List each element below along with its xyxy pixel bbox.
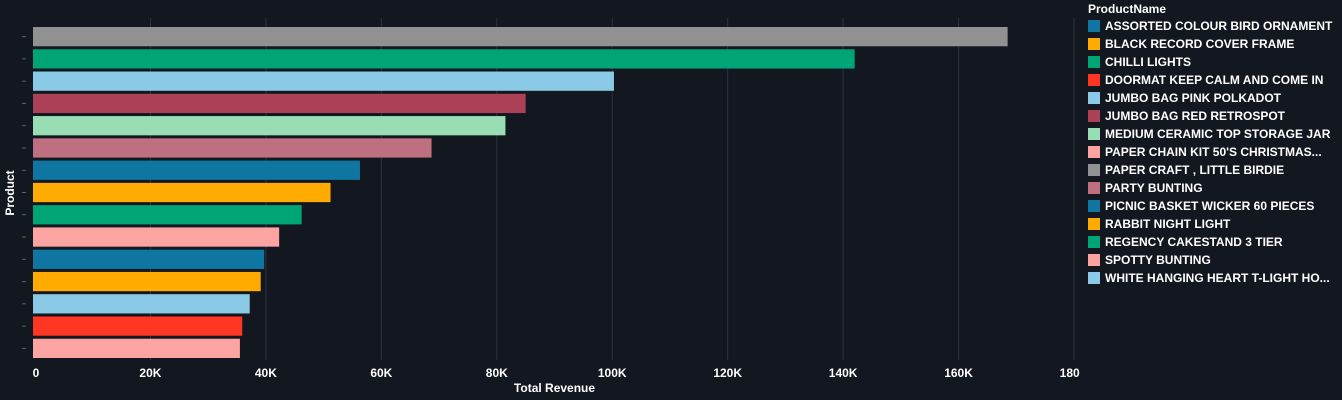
legend-swatch <box>1088 146 1100 158</box>
x-tick-label: 0 <box>33 366 40 380</box>
legend-label: PAPER CRAFT , LITTLE BIRDIE <box>1105 163 1285 177</box>
bar <box>33 160 360 180</box>
legend-swatch <box>1088 20 1100 32</box>
legend-label: CHILLI LIGHTS <box>1105 55 1191 69</box>
legend-swatch <box>1088 164 1100 176</box>
bar <box>33 71 614 91</box>
y-axis-title: Product <box>3 170 17 215</box>
legend-item[interactable]: DOORMAT KEEP CALM AND COME IN <box>1088 71 1338 89</box>
legend-swatch <box>1088 38 1100 50</box>
x-tick-label: 180K <box>1060 366 1080 380</box>
legend-title: ProductName <box>1088 2 1167 16</box>
legend-swatch <box>1088 272 1100 284</box>
legend-item[interactable]: CHILLI LIGHTS <box>1088 53 1338 71</box>
legend-swatch <box>1088 236 1100 248</box>
legend-label: RABBIT NIGHT LIGHT <box>1105 217 1231 231</box>
x-tick-label: 140K <box>829 366 858 380</box>
bar <box>33 205 302 225</box>
x-tick-label: 80K <box>486 366 508 380</box>
legend-label: PICNIC BASKET WICKER 60 PIECES <box>1105 199 1315 213</box>
legend-label: JUMBO BAG PINK POLKADOT <box>1105 91 1282 105</box>
legend-item[interactable]: BLACK RECORD COVER FRAME <box>1088 35 1338 53</box>
legend-swatch <box>1088 200 1100 212</box>
legend-label: BLACK RECORD COVER FRAME <box>1105 37 1295 51</box>
x-axis-tick-labels: 0 20K 40K 60K 80K 100K 120K 140K 160K 180K <box>33 366 1080 380</box>
legend-swatch <box>1088 92 1100 104</box>
chart-plot-area: 0 20K 40K 60K 80K 100K 120K 140K 160K 180K Total … <box>3 18 1080 395</box>
legend-label: REGENCY CAKESTAND 3 TIER <box>1105 235 1283 249</box>
legend: ProductName ASSORTED COLOUR BIRD ORNAMEN… <box>1088 0 1338 287</box>
legend-swatch <box>1088 110 1100 122</box>
legend-label: JUMBO BAG RED RETROSPOT <box>1105 109 1286 123</box>
bar <box>33 294 250 314</box>
x-tick-label: 20K <box>139 366 161 380</box>
x-tick-label: 120K <box>713 366 742 380</box>
legend-swatch <box>1088 218 1100 230</box>
x-tick-label: 100K <box>598 366 627 380</box>
x-tick-label: 40K <box>255 366 277 380</box>
bar <box>33 116 506 136</box>
legend-label: WHITE HANGING HEART T-LIGHT HO... <box>1105 271 1330 285</box>
legend-label: DOORMAT KEEP CALM AND COME IN <box>1105 73 1324 87</box>
x-axis-title: Total Revenue <box>514 381 595 395</box>
legend-item[interactable]: JUMBO BAG RED RETROSPOT <box>1088 107 1338 125</box>
legend-label: ASSORTED COLOUR BIRD ORNAMENT <box>1105 19 1333 33</box>
legend-item[interactable]: MEDIUM CERAMIC TOP STORAGE JAR <box>1088 125 1338 143</box>
legend-label: PARTY BUNTING <box>1105 181 1203 195</box>
bar <box>33 338 240 358</box>
legend-item[interactable]: PARTY BUNTING <box>1088 179 1338 197</box>
legend-item[interactable]: RABBIT NIGHT LIGHT <box>1088 215 1338 233</box>
legend-swatch <box>1088 56 1100 68</box>
legend-item[interactable]: WHITE HANGING HEART T-LIGHT HO... <box>1088 269 1338 287</box>
legend-item[interactable]: PAPER CHAIN KIT 50'S CHRISTMAS... <box>1088 143 1338 161</box>
legend-item[interactable]: JUMBO BAG PINK POLKADOT <box>1088 89 1338 107</box>
x-tick-label: 60K <box>370 366 392 380</box>
legend-item[interactable]: PAPER CRAFT , LITTLE BIRDIE <box>1088 161 1338 179</box>
bar <box>33 93 526 114</box>
bar <box>33 27 1008 47</box>
x-tick-label: 160K <box>944 366 973 380</box>
y-axis-ticks <box>22 36 26 349</box>
bar <box>33 182 331 203</box>
legend-swatch <box>1088 128 1100 140</box>
legend-swatch <box>1088 182 1100 194</box>
legend-swatch <box>1088 254 1100 266</box>
bar <box>33 271 261 292</box>
bars <box>33 27 1008 358</box>
legend-label: PAPER CHAIN KIT 50'S CHRISTMAS... <box>1105 145 1322 159</box>
legend-label: MEDIUM CERAMIC TOP STORAGE JAR <box>1105 127 1331 141</box>
legend-item[interactable]: ASSORTED COLOUR BIRD ORNAMENT <box>1088 17 1338 35</box>
bar <box>33 138 432 158</box>
bar <box>33 316 243 336</box>
legend-swatch <box>1088 74 1100 86</box>
bar <box>33 227 280 247</box>
legend-items: ASSORTED COLOUR BIRD ORNAMENT BLACK RECOR… <box>1088 17 1338 287</box>
legend-item[interactable]: REGENCY CAKESTAND 3 TIER <box>1088 233 1338 251</box>
legend-item[interactable]: PICNIC BASKET WICKER 60 PIECES <box>1088 197 1338 215</box>
legend-label: SPOTTY BUNTING <box>1105 253 1211 267</box>
legend-item[interactable]: SPOTTY BUNTING <box>1088 251 1338 269</box>
bar <box>33 249 265 269</box>
bar <box>33 49 855 69</box>
